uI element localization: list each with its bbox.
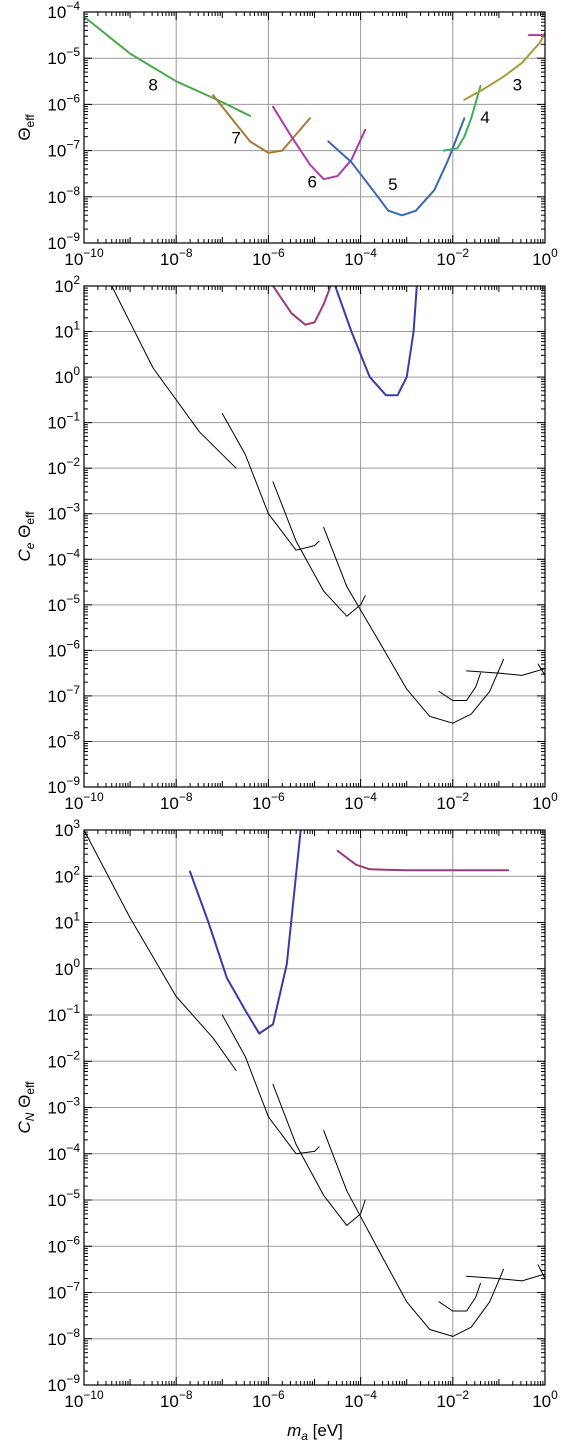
y-tick-label: 10−5 xyxy=(47,1187,80,1210)
y-tick-label: 10−4 xyxy=(47,546,80,569)
y-tick-label: 101 xyxy=(54,910,80,933)
x-tick-label: 100 xyxy=(532,1388,558,1411)
x-tick-label: 10−2 xyxy=(436,790,469,813)
curve-label-7: 7 xyxy=(231,129,240,148)
x-tick-label: 10−6 xyxy=(252,1388,285,1411)
plot-frame xyxy=(83,829,546,1386)
x-tick-label: 10−4 xyxy=(344,790,377,813)
series-line-2 xyxy=(272,105,367,181)
series-line-3 xyxy=(323,1130,504,1337)
y-tick-label: 100 xyxy=(54,364,80,387)
curve-label-3: 3 xyxy=(513,76,522,95)
y-axis-label: Ce Θeff xyxy=(15,511,37,562)
x-tick-label: 10−10 xyxy=(64,790,104,813)
plot-frame xyxy=(83,11,546,244)
y-tick-label: 102 xyxy=(54,273,80,296)
x-tick-label: 10−8 xyxy=(160,790,193,813)
x-axis-label: ma [eV] xyxy=(287,1421,343,1443)
x-axis-label-sub: a xyxy=(301,1429,308,1443)
series-line-8 xyxy=(336,849,510,872)
x-axis-label-unit: [eV] xyxy=(308,1421,343,1440)
y-tick-label: 10−9 xyxy=(47,774,80,797)
y-tick-label: 10−7 xyxy=(47,138,80,161)
curve-label-4: 4 xyxy=(480,108,489,127)
x-tick-label: 10−6 xyxy=(252,790,285,813)
series-line-5 xyxy=(463,31,545,101)
y-tick-label: 10−9 xyxy=(47,1372,80,1395)
panel-cn-theta-eff: 10−10 10−8 10−6 10−4 10−2 100 10−9 10−8 10−7 10−6… xyxy=(15,817,558,1411)
series-line-0 xyxy=(84,15,251,117)
series-line-5 xyxy=(466,1273,545,1282)
y-tick-label: 10−6 xyxy=(47,91,80,114)
series-line-4 xyxy=(442,84,482,152)
y-tick-label: 10−4 xyxy=(47,0,80,22)
series-line-1 xyxy=(221,413,320,551)
y-tick-label: 10−3 xyxy=(47,1095,80,1118)
y-tick-label: 10−8 xyxy=(47,728,80,751)
panel-ce-theta-eff: 10−10 10−8 10−6 10−4 10−2 100 10−9 10−8 10−7 10−6… xyxy=(15,273,558,813)
y-tick-label: 10−5 xyxy=(47,592,80,615)
x-tick-label: 10−10 xyxy=(64,246,104,269)
y-tick-label: 10−1 xyxy=(47,1002,80,1025)
x-tick-label: 10−2 xyxy=(436,1388,469,1411)
plot-frame xyxy=(83,285,546,788)
y-tick-label: 10−3 xyxy=(47,501,80,524)
y-tick-label: 10−6 xyxy=(47,637,80,660)
series-line-8 xyxy=(334,286,418,397)
y-tick-label: 10−8 xyxy=(47,1326,80,1349)
series-group xyxy=(84,830,545,1337)
y-tick-label: 10−6 xyxy=(47,1233,80,1256)
series-line-0 xyxy=(111,286,237,469)
series-line-3 xyxy=(327,117,466,217)
y-tick-label: 10−4 xyxy=(47,1141,80,1164)
y-tick-label: 10−9 xyxy=(47,230,80,253)
y-tick-label: 10−2 xyxy=(47,1048,80,1071)
y-tick-label: 102 xyxy=(54,863,80,886)
x-tick-label: 10−4 xyxy=(344,1388,377,1411)
x-tick-label: 10−4 xyxy=(344,246,377,269)
y-axis-label: Θeff xyxy=(15,114,37,141)
x-tick-label: 10−8 xyxy=(160,246,193,269)
series-line-7 xyxy=(272,286,332,326)
series-line-2 xyxy=(272,1083,366,1226)
series-line-6 xyxy=(537,1264,545,1280)
curve-label-8: 8 xyxy=(148,76,157,95)
series-line-0 xyxy=(84,830,237,1071)
curve-label-5: 5 xyxy=(388,175,397,194)
series-group xyxy=(111,286,545,724)
series-line-3 xyxy=(323,526,504,724)
y-tick-label: 103 xyxy=(54,817,80,840)
series-line-4 xyxy=(438,672,481,701)
x-tick-label: 10−10 xyxy=(64,1388,104,1411)
panel-theta-eff: 10−10 10−8 10−6 10−4 10−2 100 10−9 10−8 10−7 10−6… xyxy=(15,0,558,269)
x-tick-label: 100 xyxy=(532,790,558,813)
series-line-4 xyxy=(438,1282,481,1312)
series-line-5 xyxy=(466,668,545,676)
x-tick-label: 10−8 xyxy=(160,1388,193,1411)
x-tick-label: 10−2 xyxy=(436,246,469,269)
y-axis-label: CN Θeff xyxy=(15,1081,37,1134)
y-tick-label: 10−5 xyxy=(47,45,80,68)
y-tick-label: 10−2 xyxy=(47,455,80,478)
x-tick-label: 100 xyxy=(532,246,558,269)
series-group xyxy=(84,15,545,217)
y-tick-label: 10−1 xyxy=(47,410,80,433)
series-line-1 xyxy=(212,94,311,154)
series-line-7 xyxy=(189,830,302,1035)
y-tick-label: 101 xyxy=(54,319,80,342)
series-line-6 xyxy=(537,663,545,676)
y-tick-label: 10−8 xyxy=(47,184,80,207)
y-tick-label: 10−7 xyxy=(47,683,80,706)
y-tick-label: 10−7 xyxy=(47,1280,80,1303)
x-tick-label: 10−6 xyxy=(252,246,285,269)
series-line-1 xyxy=(221,1014,320,1155)
y-tick-label: 100 xyxy=(54,956,80,979)
x-axis-label-main: m xyxy=(287,1421,301,1440)
series-line-2 xyxy=(272,481,366,617)
curve-label-6: 6 xyxy=(307,173,316,192)
